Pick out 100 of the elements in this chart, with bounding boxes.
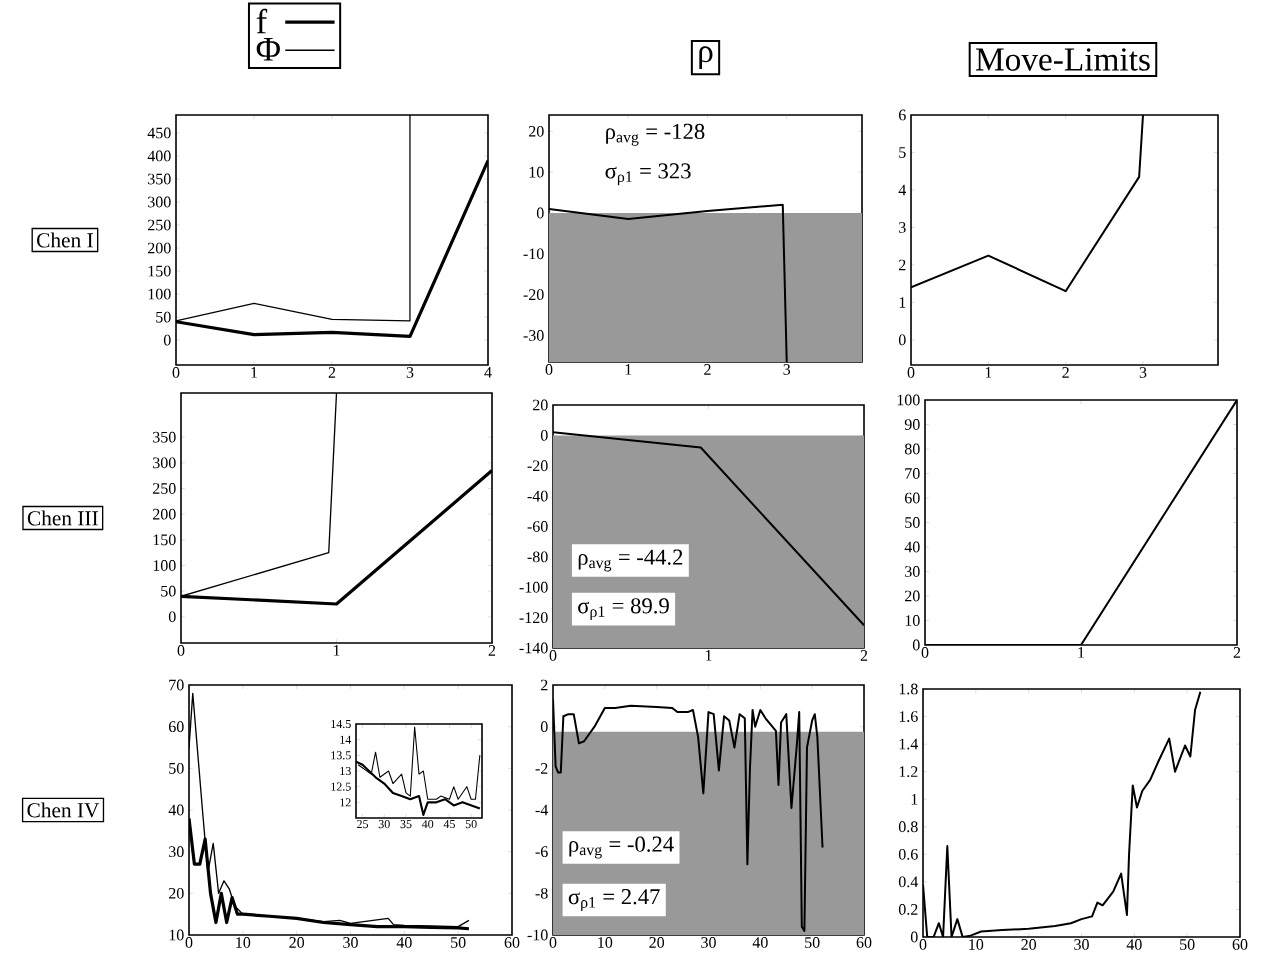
annotation: σ$_{ρ1}$ = 2.47 (568, 889, 660, 911)
x-tick-label: 1 (985, 367, 992, 378)
y-tick-label: 30 (169, 846, 184, 858)
x-tick-label: 4 (484, 367, 492, 378)
y-tick-label: 80 (904, 443, 920, 455)
legend-label: f (256, 8, 268, 34)
y-tick-label: 300 (153, 457, 176, 469)
x-tick-label: 40 (752, 937, 768, 948)
annotation: ρ$_{avg}$ = -0.24 (569, 836, 674, 859)
y-tick-label: 350 (153, 431, 176, 443)
y-tick-label: 150 (148, 265, 171, 277)
x-tick-label: 60 (1232, 939, 1248, 950)
y-tick-label: 0 (168, 611, 176, 623)
y-tick-label: 0 (898, 334, 906, 346)
x-tick-label: 0 (185, 937, 193, 948)
y-tick-label: -80 (527, 551, 548, 563)
y-tick-label: 3 (899, 222, 906, 233)
y-tick-label: 60 (904, 492, 920, 504)
y-tick-label: 13 (340, 766, 351, 776)
x-tick-label: 3 (783, 364, 791, 375)
x-tick-label: 30 (701, 937, 716, 948)
y-tick-label: 0.6 (898, 848, 918, 860)
y-tick-label: 100 (148, 288, 171, 300)
y-tick-label: 10 (529, 166, 544, 178)
y-tick-label: -30 (523, 330, 544, 341)
x-tick-label: 3 (1139, 367, 1147, 378)
y-tick-label: 0.8 (898, 821, 918, 833)
y-tick-label: -6 (535, 846, 548, 858)
y-tick-label: -4 (535, 804, 549, 816)
y-tick-label: 50 (156, 311, 171, 323)
y-tick-label: 13.5 (331, 751, 351, 760)
y-tick-label: 1 (899, 297, 906, 308)
y-tick-label: 50 (905, 517, 920, 528)
x-tick-label: 1 (251, 367, 258, 378)
y-tick-label: 450 (147, 127, 171, 139)
y-tick-label: 1.2 (899, 766, 918, 778)
y-tick-label: 6 (898, 109, 906, 121)
y-tick-label: 20 (529, 125, 544, 137)
x-tick-label: 60 (504, 937, 520, 948)
y-tick-label: 300 (148, 196, 171, 208)
y-tick-label: 12 (340, 798, 351, 807)
y-tick-label: 200 (148, 242, 171, 254)
chart-title: ρ (699, 46, 713, 69)
x-tick-label: 0 (549, 650, 557, 661)
x-tick-label: 2 (488, 645, 496, 656)
y-tick-label: 0 (163, 334, 171, 346)
y-tick-label: 0 (540, 429, 548, 441)
x-tick-label: 1 (1078, 647, 1085, 658)
x-tick-label: 10 (236, 937, 251, 948)
y-tick-label: 1.8 (899, 683, 918, 695)
y-tick-label: 20 (533, 399, 548, 411)
y-tick-label: -60 (527, 521, 548, 532)
y-tick-label: 10 (905, 615, 920, 626)
x-tick-label: 1 (625, 364, 632, 375)
y-tick-label: 1 (911, 793, 918, 805)
y-tick-label: 50 (169, 762, 184, 774)
y-axis-title: Chen I (37, 232, 93, 248)
y-tick-label: 2 (899, 259, 906, 271)
y-tick-label: 250 (153, 483, 176, 494)
y-tick-label: 40 (168, 804, 184, 816)
x-tick-label: 2 (860, 650, 868, 661)
y-tick-label: -40 (527, 490, 548, 502)
x-tick-label: 35 (400, 820, 412, 829)
y-tick-label: 1.6 (899, 711, 918, 722)
x-tick-label: 20 (289, 937, 305, 948)
x-tick-label: 2 (1062, 367, 1069, 378)
x-tick-label: 20 (649, 937, 665, 948)
y-tick-label: 50 (161, 585, 176, 597)
x-tick-label: 10 (969, 939, 984, 950)
x-tick-label: 40 (421, 820, 434, 829)
x-tick-label: 45 (443, 820, 455, 829)
annotation: σ$_{ρ1}$ = 89.9 (578, 598, 669, 621)
x-tick-label: 40 (396, 937, 412, 948)
y-tick-label: 40 (904, 541, 920, 553)
y-tick-label: 250 (148, 219, 171, 231)
y-tick-label: -20 (523, 289, 544, 301)
x-tick-label: 50 (805, 937, 820, 948)
x-tick-label: 2 (704, 364, 711, 375)
y-tick-label: -20 (527, 460, 548, 472)
y-axis-title: Chen III (27, 510, 98, 526)
y-tick-label: -8 (535, 887, 548, 899)
legend-label: Φ (256, 37, 280, 61)
annotation: ρ$_{avg}$ = -44.2 (578, 549, 683, 572)
x-tick-label: 20 (1021, 939, 1037, 950)
x-tick-label: 3 (406, 367, 414, 378)
x-tick-label: 25 (357, 820, 369, 829)
y-tick-label: 150 (153, 534, 176, 546)
y-tick-label: 60 (168, 721, 184, 733)
y-tick-label: 100 (153, 560, 176, 571)
x-tick-label: 40 (1126, 939, 1142, 950)
y-tick-label: 200 (153, 508, 176, 520)
y-tick-label: 0 (536, 207, 544, 219)
y-tick-label: 400 (147, 150, 171, 162)
annotation: σ$_{ρ1}$ = 323 (605, 163, 691, 186)
y-tick-label: 20 (905, 590, 920, 602)
x-tick-label: 30 (378, 820, 390, 829)
x-tick-label: 2 (1233, 647, 1241, 658)
y-tick-label: -120 (519, 612, 548, 624)
y-tick-label: 0.4 (898, 876, 919, 888)
y-tick-label: -100 (519, 581, 548, 593)
